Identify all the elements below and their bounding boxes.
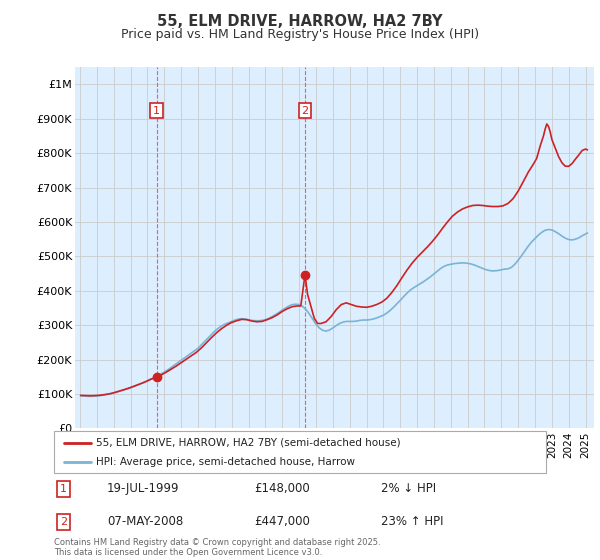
Text: 19-JUL-1999: 19-JUL-1999 bbox=[107, 482, 179, 496]
Text: £447,000: £447,000 bbox=[254, 515, 311, 529]
Text: 2: 2 bbox=[301, 105, 308, 115]
Text: £148,000: £148,000 bbox=[254, 482, 310, 496]
Text: 1: 1 bbox=[153, 105, 160, 115]
Text: 1: 1 bbox=[60, 484, 67, 494]
Text: 55, ELM DRIVE, HARROW, HA2 7BY (semi-detached house): 55, ELM DRIVE, HARROW, HA2 7BY (semi-det… bbox=[96, 437, 400, 447]
Text: 2: 2 bbox=[60, 517, 67, 527]
Text: 2% ↓ HPI: 2% ↓ HPI bbox=[382, 482, 436, 496]
Text: Price paid vs. HM Land Registry's House Price Index (HPI): Price paid vs. HM Land Registry's House … bbox=[121, 28, 479, 41]
FancyBboxPatch shape bbox=[54, 431, 546, 473]
Text: HPI: Average price, semi-detached house, Harrow: HPI: Average price, semi-detached house,… bbox=[96, 457, 355, 467]
Text: Contains HM Land Registry data © Crown copyright and database right 2025.
This d: Contains HM Land Registry data © Crown c… bbox=[54, 538, 380, 557]
Text: 07-MAY-2008: 07-MAY-2008 bbox=[107, 515, 183, 529]
Text: 55, ELM DRIVE, HARROW, HA2 7BY: 55, ELM DRIVE, HARROW, HA2 7BY bbox=[157, 14, 443, 29]
Text: 23% ↑ HPI: 23% ↑ HPI bbox=[382, 515, 444, 529]
